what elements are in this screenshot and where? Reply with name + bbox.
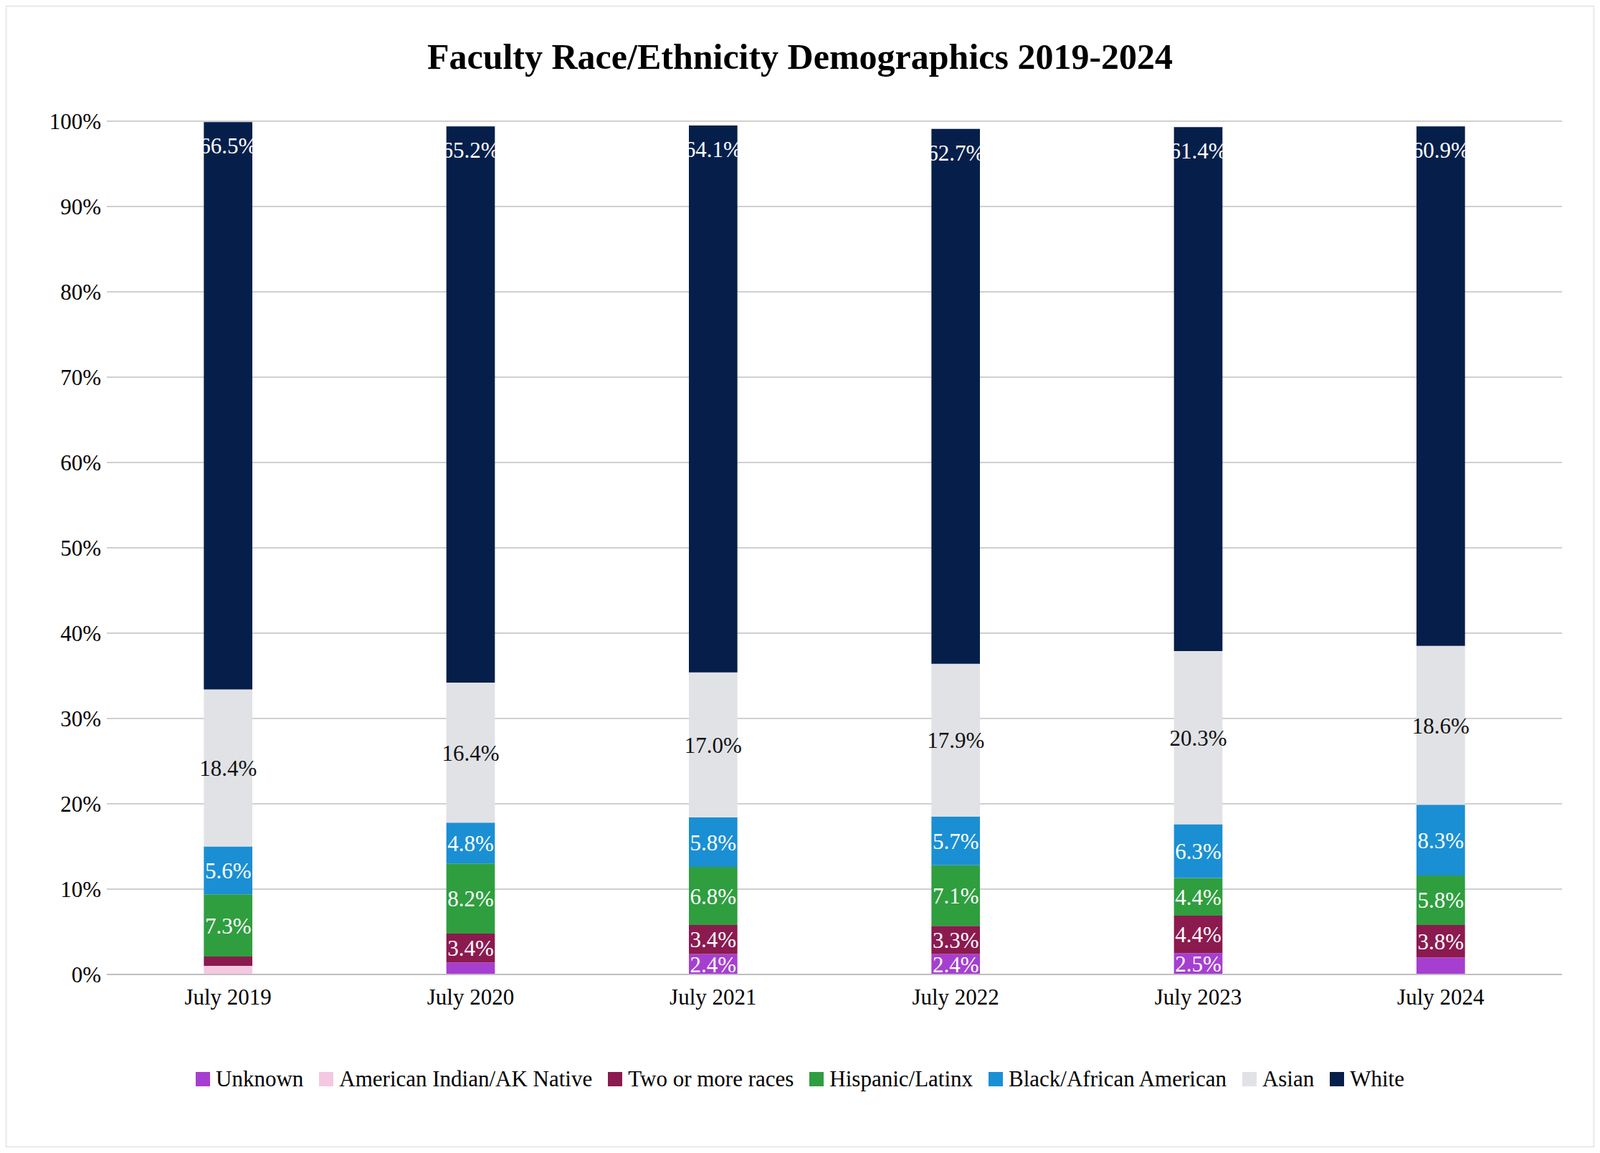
svg-text:5.8%: 5.8%: [690, 830, 737, 856]
svg-text:20%: 20%: [60, 791, 102, 817]
svg-text:4.4%: 4.4%: [1174, 884, 1222, 910]
svg-text:18.6%: 18.6%: [1412, 713, 1470, 739]
svg-text:20.3%: 20.3%: [1169, 725, 1227, 751]
svg-text:70%: 70%: [60, 364, 102, 390]
svg-text:July 2019: July 2019: [184, 984, 271, 1010]
svg-text:6.8%: 6.8%: [690, 883, 737, 909]
svg-text:5.7%: 5.7%: [932, 828, 980, 854]
svg-text:80%: 80%: [60, 279, 102, 305]
svg-text:2.5%: 2.5%: [1174, 951, 1222, 977]
svg-text:10%: 10%: [60, 876, 102, 902]
svg-text:8.3%: 8.3%: [1417, 827, 1465, 854]
svg-text:July 2021: July 2021: [669, 984, 757, 1010]
svg-text:50%: 50%: [60, 535, 102, 561]
svg-text:3.4%: 3.4%: [447, 935, 494, 961]
svg-text:7.1%: 7.1%: [932, 883, 980, 909]
html-text:White: White: [1349, 1065, 1405, 1092]
svg-text:July 2024: July 2024: [1397, 984, 1485, 1010]
svg-text:0%: 0%: [71, 962, 102, 988]
html-text:Two or more races: Two or more races: [628, 1065, 794, 1092]
svg-text:17.9%: 17.9%: [926, 727, 985, 753]
svg-text:7.3%: 7.3%: [205, 913, 252, 939]
html-text:Unknown: Unknown: [215, 1065, 304, 1092]
svg-text:4.4%: 4.4%: [1174, 921, 1222, 947]
html-text:Asian: Asian: [1262, 1065, 1315, 1092]
svg-text:8.2%: 8.2%: [447, 886, 494, 912]
svg-text:30%: 30%: [60, 706, 102, 732]
svg-text:100%: 100%: [49, 108, 102, 135]
svg-text:July 2020: July 2020: [427, 984, 514, 1010]
svg-text:3.3%: 3.3%: [932, 927, 980, 953]
svg-text:16.4%: 16.4%: [441, 740, 499, 766]
svg-text:64.1%: 64.1%: [684, 136, 742, 163]
svg-text:3.4%: 3.4%: [690, 926, 737, 952]
svg-text:5.8%: 5.8%: [1417, 887, 1465, 913]
svg-text:60.9%: 60.9%: [1412, 137, 1470, 163]
html-text:Faculty Race/Ethnicity Demogra: Faculty Race/Ethnicity Demographics 2019…: [427, 36, 1173, 77]
svg-text:17.0%: 17.0%: [684, 732, 742, 758]
svg-text:65.2%: 65.2%: [441, 137, 499, 163]
svg-text:2.4%: 2.4%: [932, 951, 980, 978]
svg-text:66.5%: 66.5%: [199, 133, 257, 159]
svg-text:40%: 40%: [60, 620, 102, 646]
html-text:Hispanic/Latinx: Hispanic/Latinx: [829, 1065, 973, 1092]
svg-text:July 2023: July 2023: [1154, 984, 1242, 1010]
svg-text:July 2022: July 2022: [911, 984, 999, 1010]
svg-text:4.8%: 4.8%: [447, 830, 494, 856]
html-text:Black/African American: Black/African American: [1008, 1065, 1227, 1092]
svg-text:6.3%: 6.3%: [1174, 838, 1222, 864]
html-text:American Indian/AK Native: American Indian/AK Native: [339, 1065, 593, 1092]
svg-text:18.4%: 18.4%: [199, 755, 257, 781]
svg-text:62.7%: 62.7%: [926, 140, 985, 166]
svg-text:60%: 60%: [60, 450, 102, 476]
svg-text:5.6%: 5.6%: [205, 858, 252, 884]
svg-text:90%: 90%: [60, 194, 102, 220]
svg-text:2.4%: 2.4%: [690, 951, 737, 978]
svg-text:3.8%: 3.8%: [1417, 929, 1465, 955]
svg-text:61.4%: 61.4%: [1169, 138, 1227, 164]
